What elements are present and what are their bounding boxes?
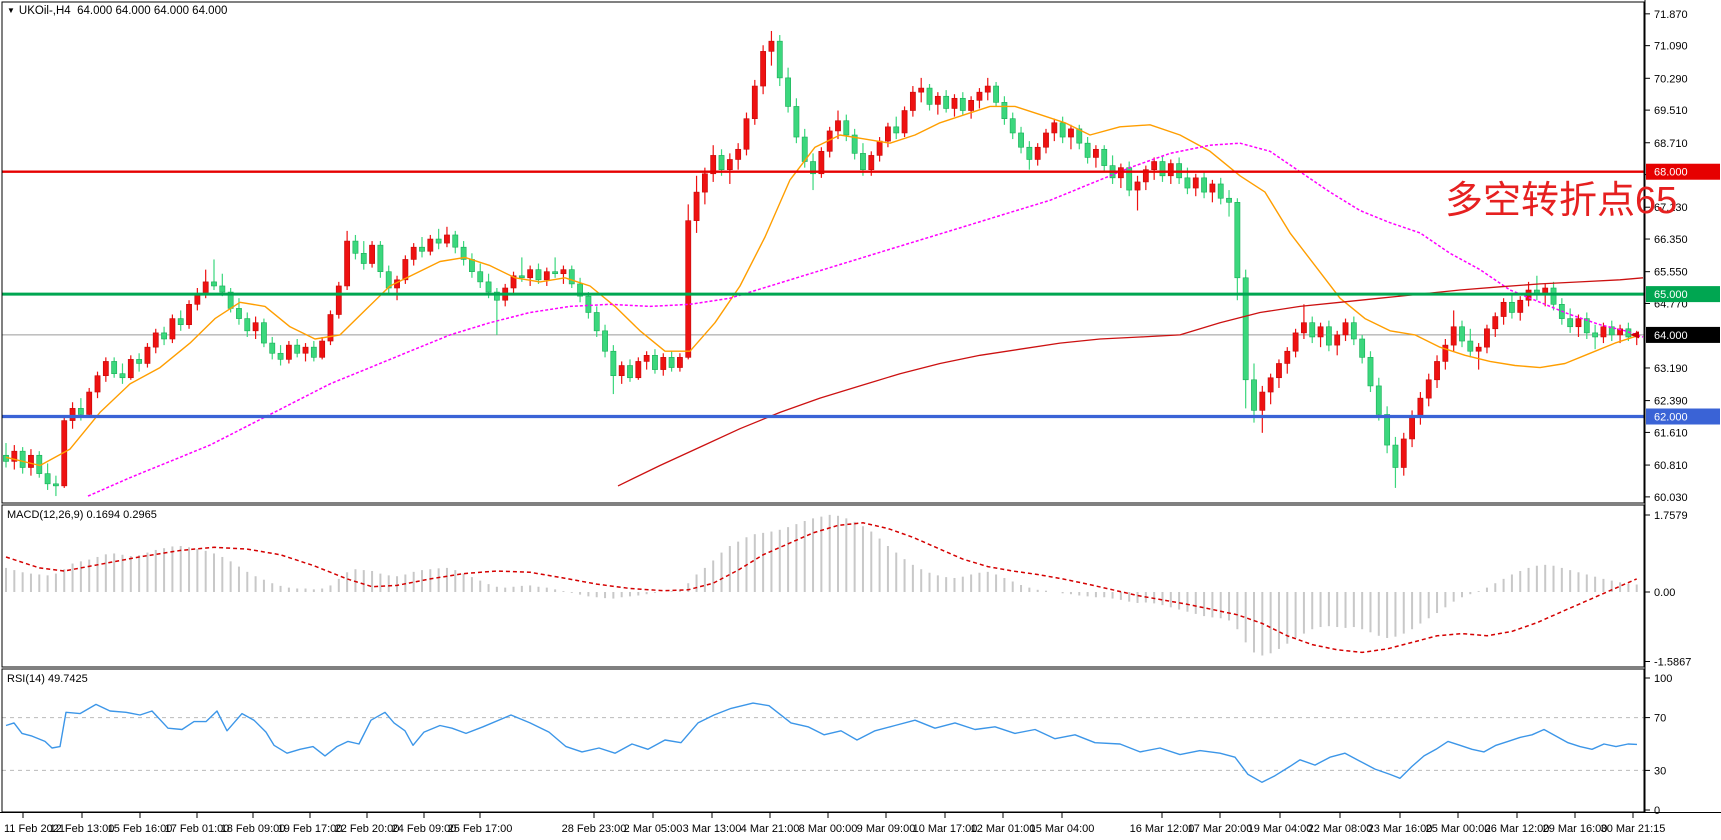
- price-tick-label: 65.550: [1654, 267, 1688, 279]
- svg-text:68.000: 68.000: [1654, 167, 1688, 179]
- price-pane[interactable]: [2, 30, 1644, 497]
- macd-tick-label: -1.5867: [1654, 656, 1691, 668]
- rsi-line: [5, 702, 1638, 783]
- price-tick-label: 60.030: [1654, 492, 1688, 504]
- price-tag-65.000: [1646, 286, 1720, 303]
- rsi-pane[interactable]: [2, 702, 1644, 783]
- time-tick-label: 24 Feb 09:00: [392, 823, 457, 835]
- time-tick-label: 8 Mar 00:00: [799, 823, 858, 835]
- ohlc-values: 64.000 64.000 64.000 64.000: [77, 5, 228, 17]
- price-tag-62.000: [1646, 408, 1720, 425]
- time-tick-label: 28 Feb 23:00: [562, 823, 627, 835]
- price-tag-64.000: [1646, 326, 1720, 343]
- price-tick-label: 69.510: [1654, 105, 1688, 117]
- ma-fast-orange: [5, 105, 1641, 467]
- chart-title: ▼ UKOil-,H4 64.000 64.000 64.000 64.000: [7, 5, 227, 17]
- time-tick-label: 22 Mar 08:00: [1308, 823, 1373, 835]
- ma-mid-magenta: [87, 142, 1644, 497]
- time-tick-label: 23 Mar 16:00: [1368, 823, 1433, 835]
- price-tag-68.000: [1646, 163, 1720, 180]
- rsi-tick-label: 70: [1654, 713, 1666, 725]
- svg-text:64.000: 64.000: [1654, 330, 1688, 342]
- symbol-dropdown-icon[interactable]: ▼: [7, 6, 15, 15]
- time-tick-label: 9 Mar 09:00: [857, 823, 916, 835]
- time-tick-label: 17 Mar 20:00: [1188, 823, 1253, 835]
- macd-tick-label: 0.00: [1654, 587, 1675, 599]
- rsi-tick-label: 0: [1654, 805, 1660, 817]
- rsi-tick-label: 30: [1654, 765, 1666, 777]
- svg-text:65.000: 65.000: [1654, 289, 1688, 301]
- price-tick-label: 62.390: [1654, 396, 1688, 408]
- time-tick-label: 30 Mar 21:15: [1601, 823, 1666, 835]
- time-tick-label: 15 Feb 16:00: [108, 823, 173, 835]
- price-tick-label: 60.810: [1654, 460, 1688, 472]
- time-tick-label: 16 Mar 12:00: [1130, 823, 1195, 835]
- price-tick-label: 68.710: [1654, 138, 1688, 150]
- time-tick-label: 15 Mar 04:00: [1030, 823, 1095, 835]
- price-tick-label: 61.610: [1654, 427, 1688, 439]
- time-tick-label: 25 Mar 00:00: [1426, 823, 1491, 835]
- price-tick-label: 67.130: [1654, 202, 1688, 214]
- time-tick-label: 18 Feb 09:00: [221, 823, 286, 835]
- macd-name: MACD(12,26,9): [7, 509, 84, 521]
- price-tick-label: 66.350: [1654, 234, 1688, 246]
- pane-border: [1, 668, 1645, 813]
- time-tick-label: 17 Feb 01:00: [165, 823, 230, 835]
- current-price-arrow: [1630, 331, 1639, 339]
- time-tick-label: 12 Feb 13:00: [50, 823, 115, 835]
- rsi-current-value: 49.7425: [47, 673, 88, 685]
- price-tick-label: 71.870: [1654, 9, 1688, 21]
- time-tick-label: 12 Mar 01:00: [971, 823, 1036, 835]
- ma-slow-red: [617, 277, 1644, 487]
- time-tick-label: 26 Mar 12:00: [1485, 823, 1550, 835]
- time-tick-label: 2 Mar 05:00: [624, 823, 683, 835]
- price-tick-label: 71.090: [1654, 41, 1688, 53]
- macd-tick-label: 1.7579: [1654, 510, 1688, 522]
- macd-pane[interactable]: [5, 514, 1638, 656]
- time-tick-label: 19 Feb 17:00: [278, 823, 343, 835]
- price-axis[interactable]: 71.87071.09070.29069.51068.71067.93067.1…: [1644, 0, 1720, 817]
- macd-current-values: 0.1694 0.2965: [86, 509, 157, 521]
- price-tick-label: 63.190: [1654, 363, 1688, 375]
- time-tick-label: 10 Mar 17:00: [913, 823, 978, 835]
- time-tick-label: 22 Feb 20:00: [335, 823, 400, 835]
- rsi-name: RSI(14): [7, 673, 45, 685]
- pane-border: [1, 1, 1645, 504]
- time-tick-label: 19 Mar 04:00: [1248, 823, 1313, 835]
- symbol-label: UKOil-,H4: [18, 5, 71, 17]
- pane-border: [1, 504, 1645, 668]
- time-tick-label: 3 Mar 13:00: [683, 823, 742, 835]
- rsi-tick-label: 100: [1654, 673, 1672, 685]
- rsi-indicator-label: RSI(14) 49.7425: [7, 673, 88, 685]
- macd-indicator-label: MACD(12,26,9) 0.1694 0.2965: [7, 509, 157, 521]
- svg-text:62.000: 62.000: [1654, 412, 1688, 424]
- candles: [3, 30, 1640, 497]
- time-tick-label: 11 Feb 2021: [4, 823, 65, 835]
- annotation-text: 多空转折点65: [1445, 180, 1678, 222]
- time-tick-label: 29 Mar 16:00: [1543, 823, 1608, 835]
- time-tick-label: 25 Feb 17:00: [448, 823, 513, 835]
- macd-signal-line: [5, 522, 1638, 654]
- price-tick-label: 70.290: [1654, 73, 1688, 85]
- time-tick-label: 4 Mar 21:00: [741, 823, 800, 835]
